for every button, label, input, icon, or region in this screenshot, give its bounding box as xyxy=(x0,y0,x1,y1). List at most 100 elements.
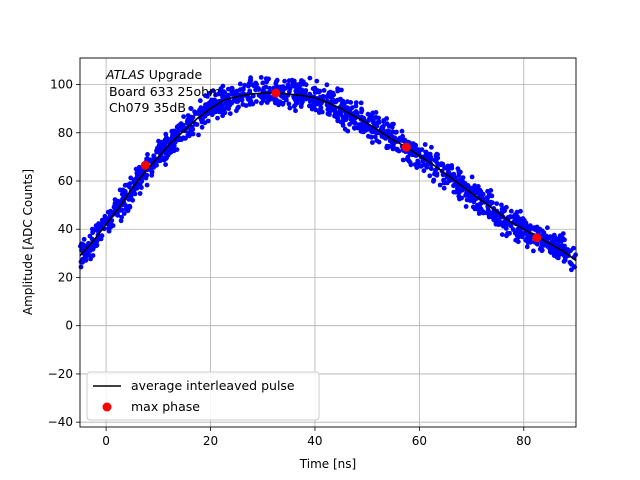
sample-point xyxy=(373,110,379,115)
sample-point xyxy=(431,177,437,183)
sample-point xyxy=(375,120,381,126)
sample-point xyxy=(422,142,428,147)
sample-point xyxy=(352,110,358,115)
sample-point xyxy=(273,99,278,104)
sample-point xyxy=(193,121,199,127)
sample-point xyxy=(180,135,186,141)
sample-point xyxy=(137,191,143,196)
sample-point xyxy=(432,171,437,177)
sample-point xyxy=(353,103,359,109)
sample-point xyxy=(307,75,313,81)
sample-point xyxy=(195,111,201,116)
sample-point xyxy=(78,264,84,270)
sample-point xyxy=(95,237,101,243)
sample-point xyxy=(399,128,405,134)
sample-point xyxy=(549,239,555,244)
sample-point xyxy=(235,99,241,104)
sample-point xyxy=(393,130,399,135)
sample-point xyxy=(89,244,95,250)
sample-point xyxy=(120,190,126,196)
sample-point xyxy=(286,101,292,107)
sample-point xyxy=(225,92,231,98)
sample-point xyxy=(437,182,443,188)
sample-point xyxy=(512,213,517,219)
y-tick-label: −20 xyxy=(48,367,73,381)
sample-point xyxy=(185,117,191,123)
sample-point xyxy=(562,243,567,249)
sample-point xyxy=(310,103,316,109)
x-axis-label: Time [ns] xyxy=(299,457,356,471)
sample-point xyxy=(197,98,203,104)
sample-point xyxy=(240,102,246,107)
sample-point xyxy=(122,182,128,188)
sample-point xyxy=(449,165,455,171)
sample-point xyxy=(118,208,123,213)
sample-point xyxy=(128,175,134,181)
sample-point xyxy=(317,88,323,94)
sample-point xyxy=(519,230,524,236)
sample-point xyxy=(205,101,211,107)
sample-point xyxy=(368,134,374,140)
sample-point xyxy=(408,162,414,168)
plot-frame xyxy=(79,57,577,428)
sample-point xyxy=(83,254,89,259)
y-axis-ticks: −40 −20 0 20 40 60 80 100 xyxy=(48,78,80,429)
annotation-atlas: ATLAS xyxy=(105,67,145,82)
x-axis-ticks: 0 20 40 60 80 xyxy=(102,427,531,448)
sample-point xyxy=(250,93,256,99)
sample-point xyxy=(488,214,494,219)
sample-point xyxy=(427,151,433,157)
sample-point xyxy=(239,97,245,103)
sample-point xyxy=(208,110,214,116)
sample-point xyxy=(528,238,533,244)
sample-point xyxy=(515,239,521,245)
sample-point xyxy=(424,151,429,157)
sample-point xyxy=(123,206,129,212)
sample-point xyxy=(316,100,322,106)
sample-point xyxy=(105,209,111,215)
sample-point xyxy=(171,148,177,154)
sample-point xyxy=(324,94,329,100)
sample-point xyxy=(456,173,462,179)
sample-point xyxy=(151,154,157,160)
sample-point xyxy=(99,233,105,239)
sample-point xyxy=(490,210,496,215)
sample-point xyxy=(282,78,287,84)
max-phase-points xyxy=(140,88,542,243)
sample-point xyxy=(248,75,254,81)
sample-point xyxy=(405,157,411,163)
sample-point xyxy=(207,90,213,96)
sample-point xyxy=(185,113,191,118)
sample-point xyxy=(476,211,482,216)
sample-point xyxy=(245,83,251,89)
sample-point xyxy=(218,86,224,91)
sample-point xyxy=(263,84,269,90)
y-tick-label: 80 xyxy=(58,126,73,140)
sample-point xyxy=(385,145,391,150)
sample-point xyxy=(504,223,509,229)
sample-point xyxy=(477,201,483,207)
sample-point xyxy=(351,120,357,125)
sample-point xyxy=(130,197,136,203)
sample-point xyxy=(293,100,299,105)
sample-point xyxy=(219,103,225,109)
sample-point xyxy=(161,157,167,163)
sample-point xyxy=(324,102,330,108)
sample-point xyxy=(144,182,150,188)
annotation-line-3: Ch079 35dB xyxy=(109,100,186,115)
sample-point xyxy=(108,223,114,229)
sample-point xyxy=(365,111,371,117)
sample-point xyxy=(499,202,504,208)
sample-point xyxy=(456,193,462,199)
sample-point xyxy=(264,79,269,85)
sample-point xyxy=(373,115,379,120)
sample-point xyxy=(321,88,327,93)
sample-point xyxy=(372,134,378,140)
annotation-line-1: ATLAS Upgrade xyxy=(105,67,202,82)
sample-point xyxy=(226,86,231,92)
sample-point xyxy=(175,130,181,136)
sample-point xyxy=(418,163,424,169)
sample-point xyxy=(388,132,394,138)
sample-point xyxy=(460,175,466,181)
